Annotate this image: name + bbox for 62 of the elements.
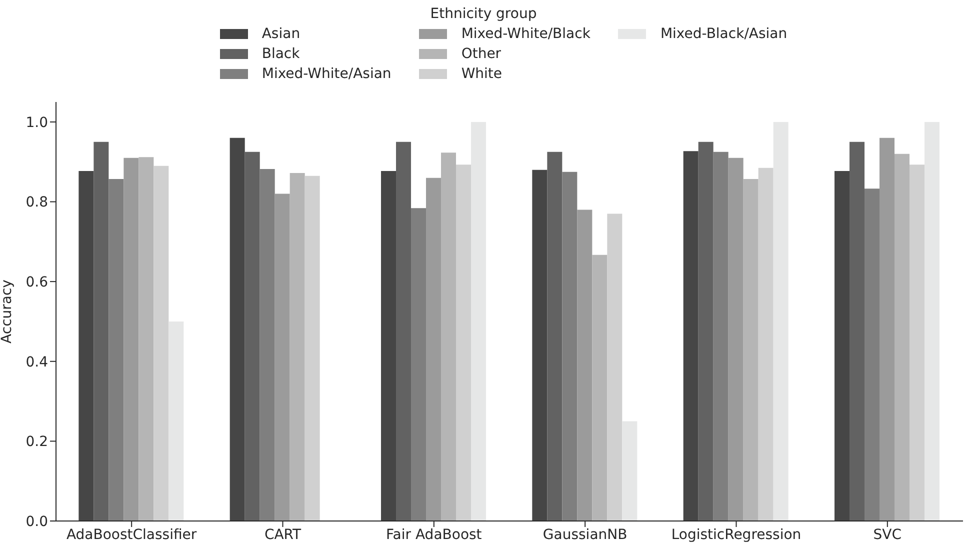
bar	[924, 122, 940, 521]
bar	[78, 171, 94, 521]
y-tick-label: 0.4	[26, 354, 48, 370]
y-axis-title: Accuracy	[0, 280, 15, 344]
bar	[773, 122, 788, 521]
bar	[441, 152, 456, 521]
bar	[290, 173, 305, 521]
y-tick-label: 0.8	[26, 194, 48, 211]
bar	[124, 158, 139, 521]
bar	[304, 176, 320, 521]
x-tick-label: CART	[264, 526, 302, 543]
legend-label: Mixed-Black/Asian	[660, 26, 788, 42]
bar	[743, 179, 758, 521]
x-tick-label: GaussianNB	[542, 526, 628, 543]
legend-label: White	[461, 66, 502, 82]
bar	[758, 168, 774, 521]
bar	[562, 172, 578, 521]
x-tick-label: LogisticRegression	[671, 526, 802, 543]
bar	[728, 158, 744, 521]
bar	[411, 208, 426, 521]
bar	[108, 179, 124, 521]
x-tick-label: Fair AdaBoost	[386, 526, 482, 543]
bar	[244, 152, 260, 521]
bar	[607, 214, 622, 521]
bar	[456, 164, 472, 521]
bar	[698, 142, 714, 521]
bar	[850, 142, 865, 521]
bar	[592, 254, 608, 521]
x-tick-label: AdaBoostClassifier	[66, 526, 197, 543]
bar	[471, 122, 486, 521]
legend-title: Ethnicity group	[430, 6, 537, 22]
legend-label: Black	[262, 46, 300, 62]
legend-label: Other	[461, 46, 502, 62]
x-tick-label: SVC	[873, 526, 902, 543]
bar	[138, 157, 154, 521]
bar	[230, 138, 245, 521]
bar	[910, 164, 925, 521]
bar	[864, 188, 880, 521]
y-tick-label: 0.2	[26, 434, 48, 450]
bar	[532, 170, 548, 521]
bar	[260, 169, 275, 521]
bar	[426, 178, 442, 521]
bar	[547, 152, 562, 521]
bar	[622, 421, 638, 521]
legend-label: Mixed-White/Asian	[262, 66, 392, 82]
y-tick-label: 1.0	[26, 114, 48, 131]
bar	[894, 154, 910, 521]
bar	[381, 171, 396, 521]
bar	[94, 142, 109, 521]
y-tick-label: 0.0	[26, 514, 48, 530]
bar	[683, 151, 698, 521]
bar	[168, 321, 184, 521]
bar	[396, 142, 412, 521]
bar	[713, 152, 728, 521]
legend-label: Asian	[262, 26, 300, 42]
bar	[880, 138, 895, 521]
bar	[834, 171, 850, 521]
y-tick-label: 0.6	[26, 274, 48, 291]
bar	[577, 210, 592, 521]
legend-label: Mixed-White/Black	[461, 26, 590, 42]
bar	[274, 194, 290, 521]
bar	[154, 166, 169, 521]
